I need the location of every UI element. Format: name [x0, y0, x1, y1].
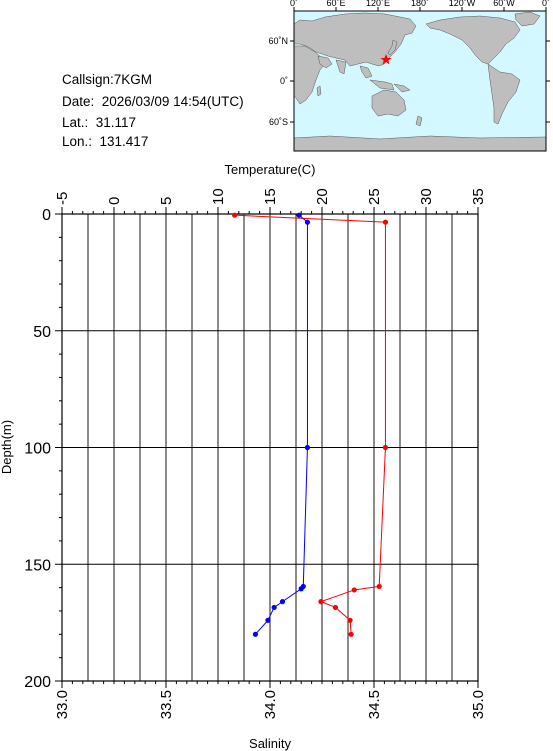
- temperature-tick-label: 15: [262, 188, 279, 205]
- temperature-data-point: [382, 444, 389, 451]
- depth-tick-label: 0: [42, 207, 51, 224]
- salinity-axis: 33.0 33.5 34.0 34.5 35.0: [54, 690, 487, 719]
- depth-axis: 0 50 100 150 200: [24, 207, 51, 691]
- salinity-data-point: [298, 586, 304, 592]
- temperature-tick-label: 10: [210, 188, 227, 205]
- data-series: [232, 212, 389, 637]
- temperature-tick-label: 0: [106, 197, 123, 205]
- salinity-tick-label: 34.5: [366, 690, 383, 719]
- plot-frame: [61, 213, 479, 682]
- longitude-text: Lon.: 131.417: [62, 134, 149, 149]
- chart-grid: [62, 214, 478, 681]
- latitude-text: Lat.: 31.117: [62, 115, 137, 130]
- temperature-data-point: [232, 212, 238, 218]
- temperature-tick-label: 20: [314, 188, 331, 205]
- depth-tick-label: 200: [24, 674, 51, 691]
- salinity-data-point: [304, 444, 311, 451]
- temperature-tick-label: 35: [470, 188, 487, 205]
- depth-tick-label: 100: [24, 441, 51, 458]
- temperature-data-point: [351, 587, 357, 593]
- temperature-tick-label: 25: [366, 188, 383, 205]
- temperature-data-point: [347, 617, 353, 623]
- temperature-data-point: [382, 219, 389, 225]
- salinity-data-point: [304, 219, 311, 225]
- depth-axis-label: Depth(m): [0, 420, 14, 474]
- temperature-data-point: [376, 583, 382, 590]
- salinity-tick-label: 34.0: [262, 690, 279, 719]
- station-info: Callsign:7KGM Date: 2026/03/09 14:54(UTC…: [62, 72, 244, 149]
- depth-tick-label: 50: [33, 324, 51, 341]
- salinity-data-point: [296, 212, 302, 218]
- salinity-axis-label: Salinity: [249, 736, 291, 751]
- temperature-data-point: [332, 604, 339, 611]
- temperature-axis: -5 0 5 10 15 20 25 30 35: [54, 188, 487, 205]
- depth-tick-label: 150: [24, 557, 51, 574]
- temperature-data-point: [318, 599, 324, 605]
- salinity-tick-label: 33.5: [158, 690, 175, 719]
- salinity-tick-label: 33.0: [54, 690, 71, 719]
- temperature-tick-label: 30: [418, 188, 435, 205]
- temperature-tick-label: -5: [54, 192, 71, 205]
- salinity-tick-label: 35.0: [470, 690, 487, 719]
- salinity-data-point: [271, 604, 277, 611]
- temperature-profile-line: [234, 214, 386, 635]
- salinity-profile-line: [255, 214, 308, 635]
- date-text: Date: 2026/03/09 14:54(UTC): [62, 94, 244, 109]
- salinity-data-point: [252, 631, 259, 637]
- salinity-data-point: [279, 599, 286, 605]
- callsign-text: Callsign:7KGM: [62, 72, 153, 87]
- temperature-tick-label: 5: [158, 197, 175, 205]
- salinity-data-point: [265, 617, 271, 623]
- temperature-data-point: [348, 631, 354, 637]
- temperature-axis-label: Temperature(C): [224, 162, 315, 177]
